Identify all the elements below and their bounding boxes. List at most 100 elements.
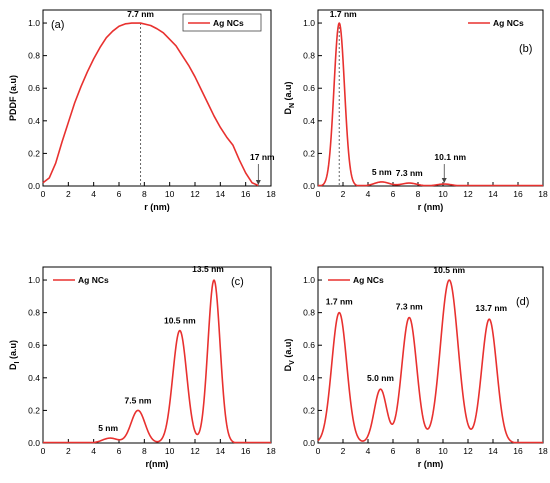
x-axis-label: r(nm) [146,459,169,469]
x-tick-label: 8 [142,189,147,199]
y-tick-label: 0.0 [303,181,315,191]
y-axis-label-sub: N [289,103,296,108]
y-tick-label: 1.0 [28,275,40,285]
peak-annotation: 13.7 nm [475,303,507,313]
x-tick-label: 10 [165,446,175,456]
x-tick-label: 4 [91,446,96,456]
y-tick-label: 0.8 [28,51,40,61]
panel-label: (b) [519,43,532,55]
legend-label: Ag NCs [353,275,384,285]
x-tick-label: 6 [117,189,122,199]
panel-b: 0 2 4 6 8 10 12 14 16 18 0.0 0.2 0.4 0.6 0.8 1.0 r (nm) D… [283,9,548,212]
plot-frame [317,9,544,187]
peak-annotation: 13.5 nm [192,264,224,274]
x-tick-label: 8 [416,446,421,456]
x-tick-label: 14 [488,189,498,199]
x-tick-label: 14 [488,446,498,456]
peak-annotation: 5.0 nm [367,373,394,383]
x-tick-label: 6 [391,446,396,456]
y-axis-label: DI (a.u) [8,340,21,370]
plot-frame [42,9,272,187]
panel-c: 0 2 4 6 8 10 12 14 16 18 0.0 0.2 0.4 0.6 0.8 1.0 r(nm) DI… [8,264,276,469]
y-axis-label-main: D [283,364,293,371]
x-tick-label: 4 [366,189,371,199]
x-axis-label: r (nm) [144,202,170,212]
x-tick-label: 2 [341,189,346,199]
x-tick-label: 6 [117,446,122,456]
panel-a: 0 2 4 6 8 10 12 14 16 18 0.0 0.2 0.4 0.6 0.8 1.0 r (nm) P… [8,9,276,212]
x-tick-label: 12 [463,446,473,456]
x-tick-label: 10 [438,189,448,199]
y-tick-label: 1.0 [303,275,315,285]
y-tick-label: 0.6 [303,340,315,350]
peak-annotation: 10.5 nm [433,265,465,275]
panel-label: (a) [51,19,64,31]
series-line [317,279,544,444]
x-tick-label: 0 [316,189,321,199]
legend-box [182,13,262,32]
x-tick-label: 12 [190,189,200,199]
x-tick-label: 14 [216,189,226,199]
x-tick-label: 10 [438,446,448,456]
y-tick-label: 0.6 [28,83,40,93]
x-tick-label: 2 [66,189,71,199]
y-tick-label: 0.0 [303,438,315,448]
y-tick-label: 0.8 [303,51,315,61]
legend-label: Ag NCs [493,18,524,28]
x-tick-label: 12 [463,189,473,199]
plot-frame [317,266,544,444]
y-tick-label: 1.0 [28,18,40,28]
plot-frame [42,266,272,444]
panel-label: (d) [516,296,529,308]
y-axis-label-main: D [283,108,293,115]
y-tick-label: 1.0 [303,18,315,28]
y-axis-label-unit: (a.u) [283,81,293,103]
y-axis-label-sub: V [289,360,296,365]
y-tick-label: 0.2 [303,405,315,415]
peak-annotation: 1.7 nm [326,297,353,307]
x-tick-label: 18 [266,446,276,456]
x-tick-label: 6 [391,189,396,199]
x-tick-label: 18 [266,189,276,199]
y-tick-label: 0.4 [303,116,315,126]
x-tick-label: 16 [513,446,523,456]
peak-annotation: 5 nm [372,167,392,177]
panel-d: 0 2 4 6 8 10 12 14 16 18 0.0 0.2 0.4 0.6 0.8 1.0 r (nm) D… [283,265,548,469]
x-tick-label: 16 [241,189,251,199]
x-tick-label: 2 [66,446,71,456]
x-axis-label: r (nm) [418,459,444,469]
x-tick-label: 8 [416,189,421,199]
y-tick-label: 0.4 [303,373,315,383]
x-tick-label: 16 [241,446,251,456]
x-tick-label: 0 [41,446,46,456]
y-tick-label: 0.8 [28,308,40,318]
peak-annotation: 5 nm [98,423,118,433]
peak-annotation: 7.7 nm [127,9,154,19]
y-axis-label: PDDF (a.u) [8,75,18,121]
x-axis-label: r (nm) [418,202,444,212]
y-tick-label: 0.4 [28,373,40,383]
peak-annotation: 10.1 nm [434,152,466,162]
y-axis-label-unit: (a.u) [8,340,18,362]
y-tick-label: 0.2 [28,148,40,158]
x-tick-label: 16 [513,189,523,199]
legend-label: Ag NCs [213,18,244,28]
y-axis-label: DV (a.u) [283,339,296,372]
y-tick-label: 0.2 [28,405,40,415]
peak-annotation: 7.3 nm [396,302,423,312]
annotation-arrowhead [255,180,261,185]
x-tick-label: 8 [142,446,147,456]
y-tick-label: 0.0 [28,181,40,191]
peak-annotation: 7.5 nm [125,395,152,405]
peak-annotation: 10.5 nm [164,316,196,326]
y-tick-label: 0.4 [28,116,40,126]
y-tick-label: 0.2 [303,148,315,158]
legend-label: Ag NCs [78,275,109,285]
peak-annotation: 7.3 nm [396,168,423,178]
y-tick-label: 0.8 [303,308,315,318]
x-tick-label: 18 [538,189,548,199]
peak-annotation: 17 nm [250,152,275,162]
x-tick-label: 4 [91,189,96,199]
series-line [42,279,272,444]
